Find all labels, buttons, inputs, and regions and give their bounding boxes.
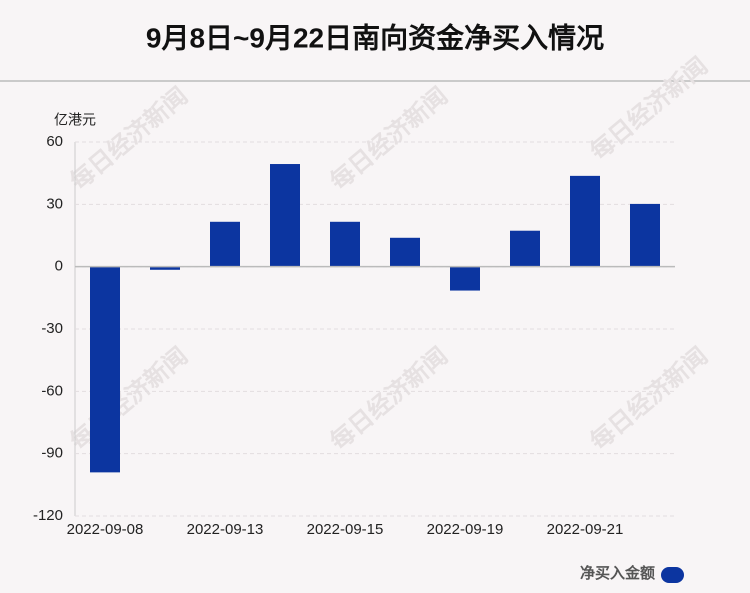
bar (630, 203, 660, 267)
y-tick-label: 30 (46, 195, 63, 212)
bar (90, 266, 120, 473)
bar (270, 164, 300, 267)
legend-swatch (661, 567, 684, 583)
x-tick-label: 2022-09-13 (187, 521, 264, 538)
y-tick-label: 60 (46, 133, 63, 150)
y-tick-label: -60 (41, 382, 63, 399)
bar (390, 237, 420, 267)
y-tick-label: -120 (33, 507, 63, 524)
legend-label: 净买入金额 (580, 564, 655, 582)
bar (450, 266, 480, 291)
x-tick-label: 2022-09-21 (547, 521, 624, 538)
bar (570, 175, 600, 267)
y-unit: 亿港元 (54, 112, 96, 128)
bar (150, 266, 180, 270)
x-tick-label: 2022-09-08 (67, 521, 144, 538)
x-tick-label: 2022-09-15 (307, 521, 384, 538)
y-tick-label: -30 (41, 320, 63, 337)
legend: 净买入金额 (580, 564, 684, 583)
bar (510, 230, 540, 267)
y-tick-label: 0 (55, 258, 63, 275)
x-tick-label: 2022-09-19 (427, 521, 504, 538)
y-tick-label: -90 (41, 445, 63, 462)
bar (330, 221, 360, 267)
bar (210, 221, 240, 267)
chart-title: 9月8日~9月22日南向资金净买入情况 (146, 21, 604, 53)
